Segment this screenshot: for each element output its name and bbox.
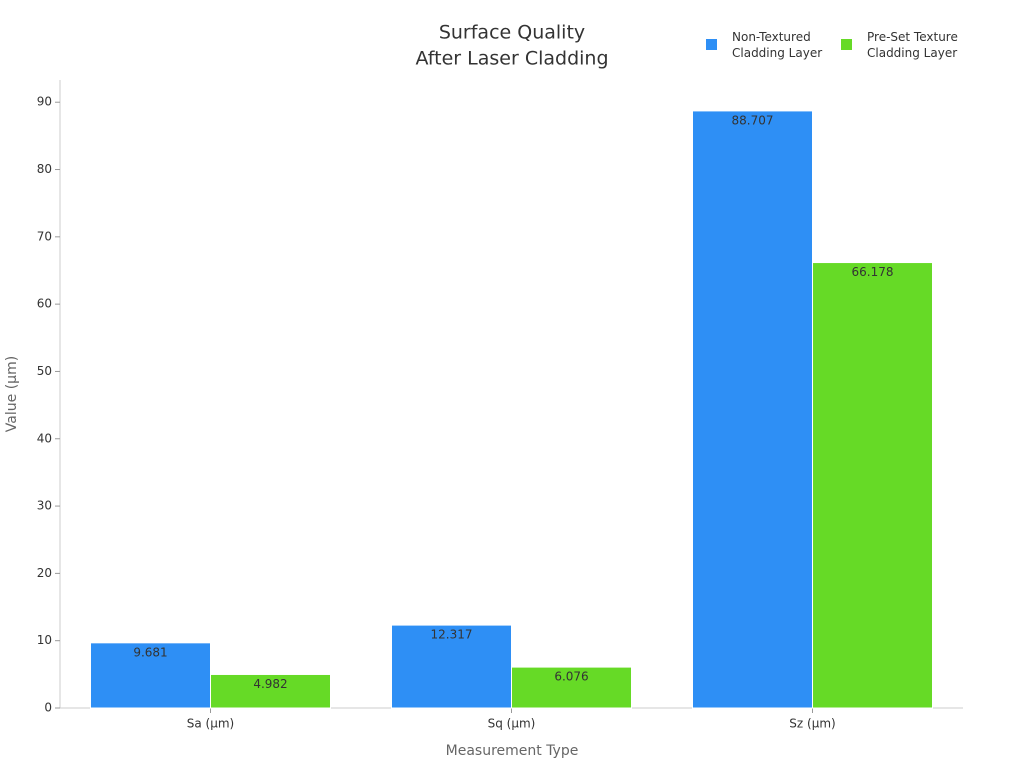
- x-tick-label: Sz (µm): [789, 717, 835, 731]
- bar: [812, 262, 933, 709]
- legend-swatch: [706, 39, 717, 50]
- bar: [511, 666, 632, 709]
- bar: [391, 624, 512, 709]
- legend-label: Pre-Set Texture Cladding Layer: [867, 30, 958, 60]
- y-tick-label: 0: [44, 701, 52, 715]
- value-label: 88.707: [732, 113, 774, 127]
- y-tick-label: 50: [37, 364, 52, 378]
- value-label: 4.982: [253, 677, 287, 691]
- legend-item: Pre-Set Texture Cladding Layer: [841, 29, 967, 61]
- y-tick-label: 70: [37, 229, 52, 243]
- x-tick-label: Sa (µm): [187, 717, 234, 731]
- bar: [692, 110, 813, 709]
- x-tick-label: Sq (µm): [488, 717, 536, 731]
- x-axis-title: Measurement Type: [446, 743, 579, 759]
- y-tick-label: 20: [37, 566, 52, 580]
- bar: [90, 642, 211, 709]
- value-label: 12.317: [431, 628, 473, 642]
- bar: [210, 673, 331, 709]
- legend-item: Non-Textured Cladding Layer: [706, 29, 832, 61]
- y-tick-label: 30: [37, 499, 52, 513]
- y-tick-label: 40: [37, 431, 52, 445]
- chart-title: After Laser Cladding: [415, 48, 608, 70]
- y-tick-label: 80: [37, 162, 52, 176]
- chart-title: Surface Quality: [439, 22, 585, 44]
- y-tick-label: 10: [37, 633, 52, 647]
- y-tick-label: 90: [37, 95, 52, 109]
- legend-label: Non-Textured Cladding Layer: [732, 30, 823, 60]
- value-label: 6.076: [554, 670, 588, 684]
- value-label: 9.681: [133, 645, 167, 659]
- y-tick-label: 60: [37, 297, 52, 311]
- y-axis-title: Value (µm): [4, 356, 20, 432]
- legend-swatch: [841, 39, 852, 50]
- value-label: 66.178: [852, 265, 894, 279]
